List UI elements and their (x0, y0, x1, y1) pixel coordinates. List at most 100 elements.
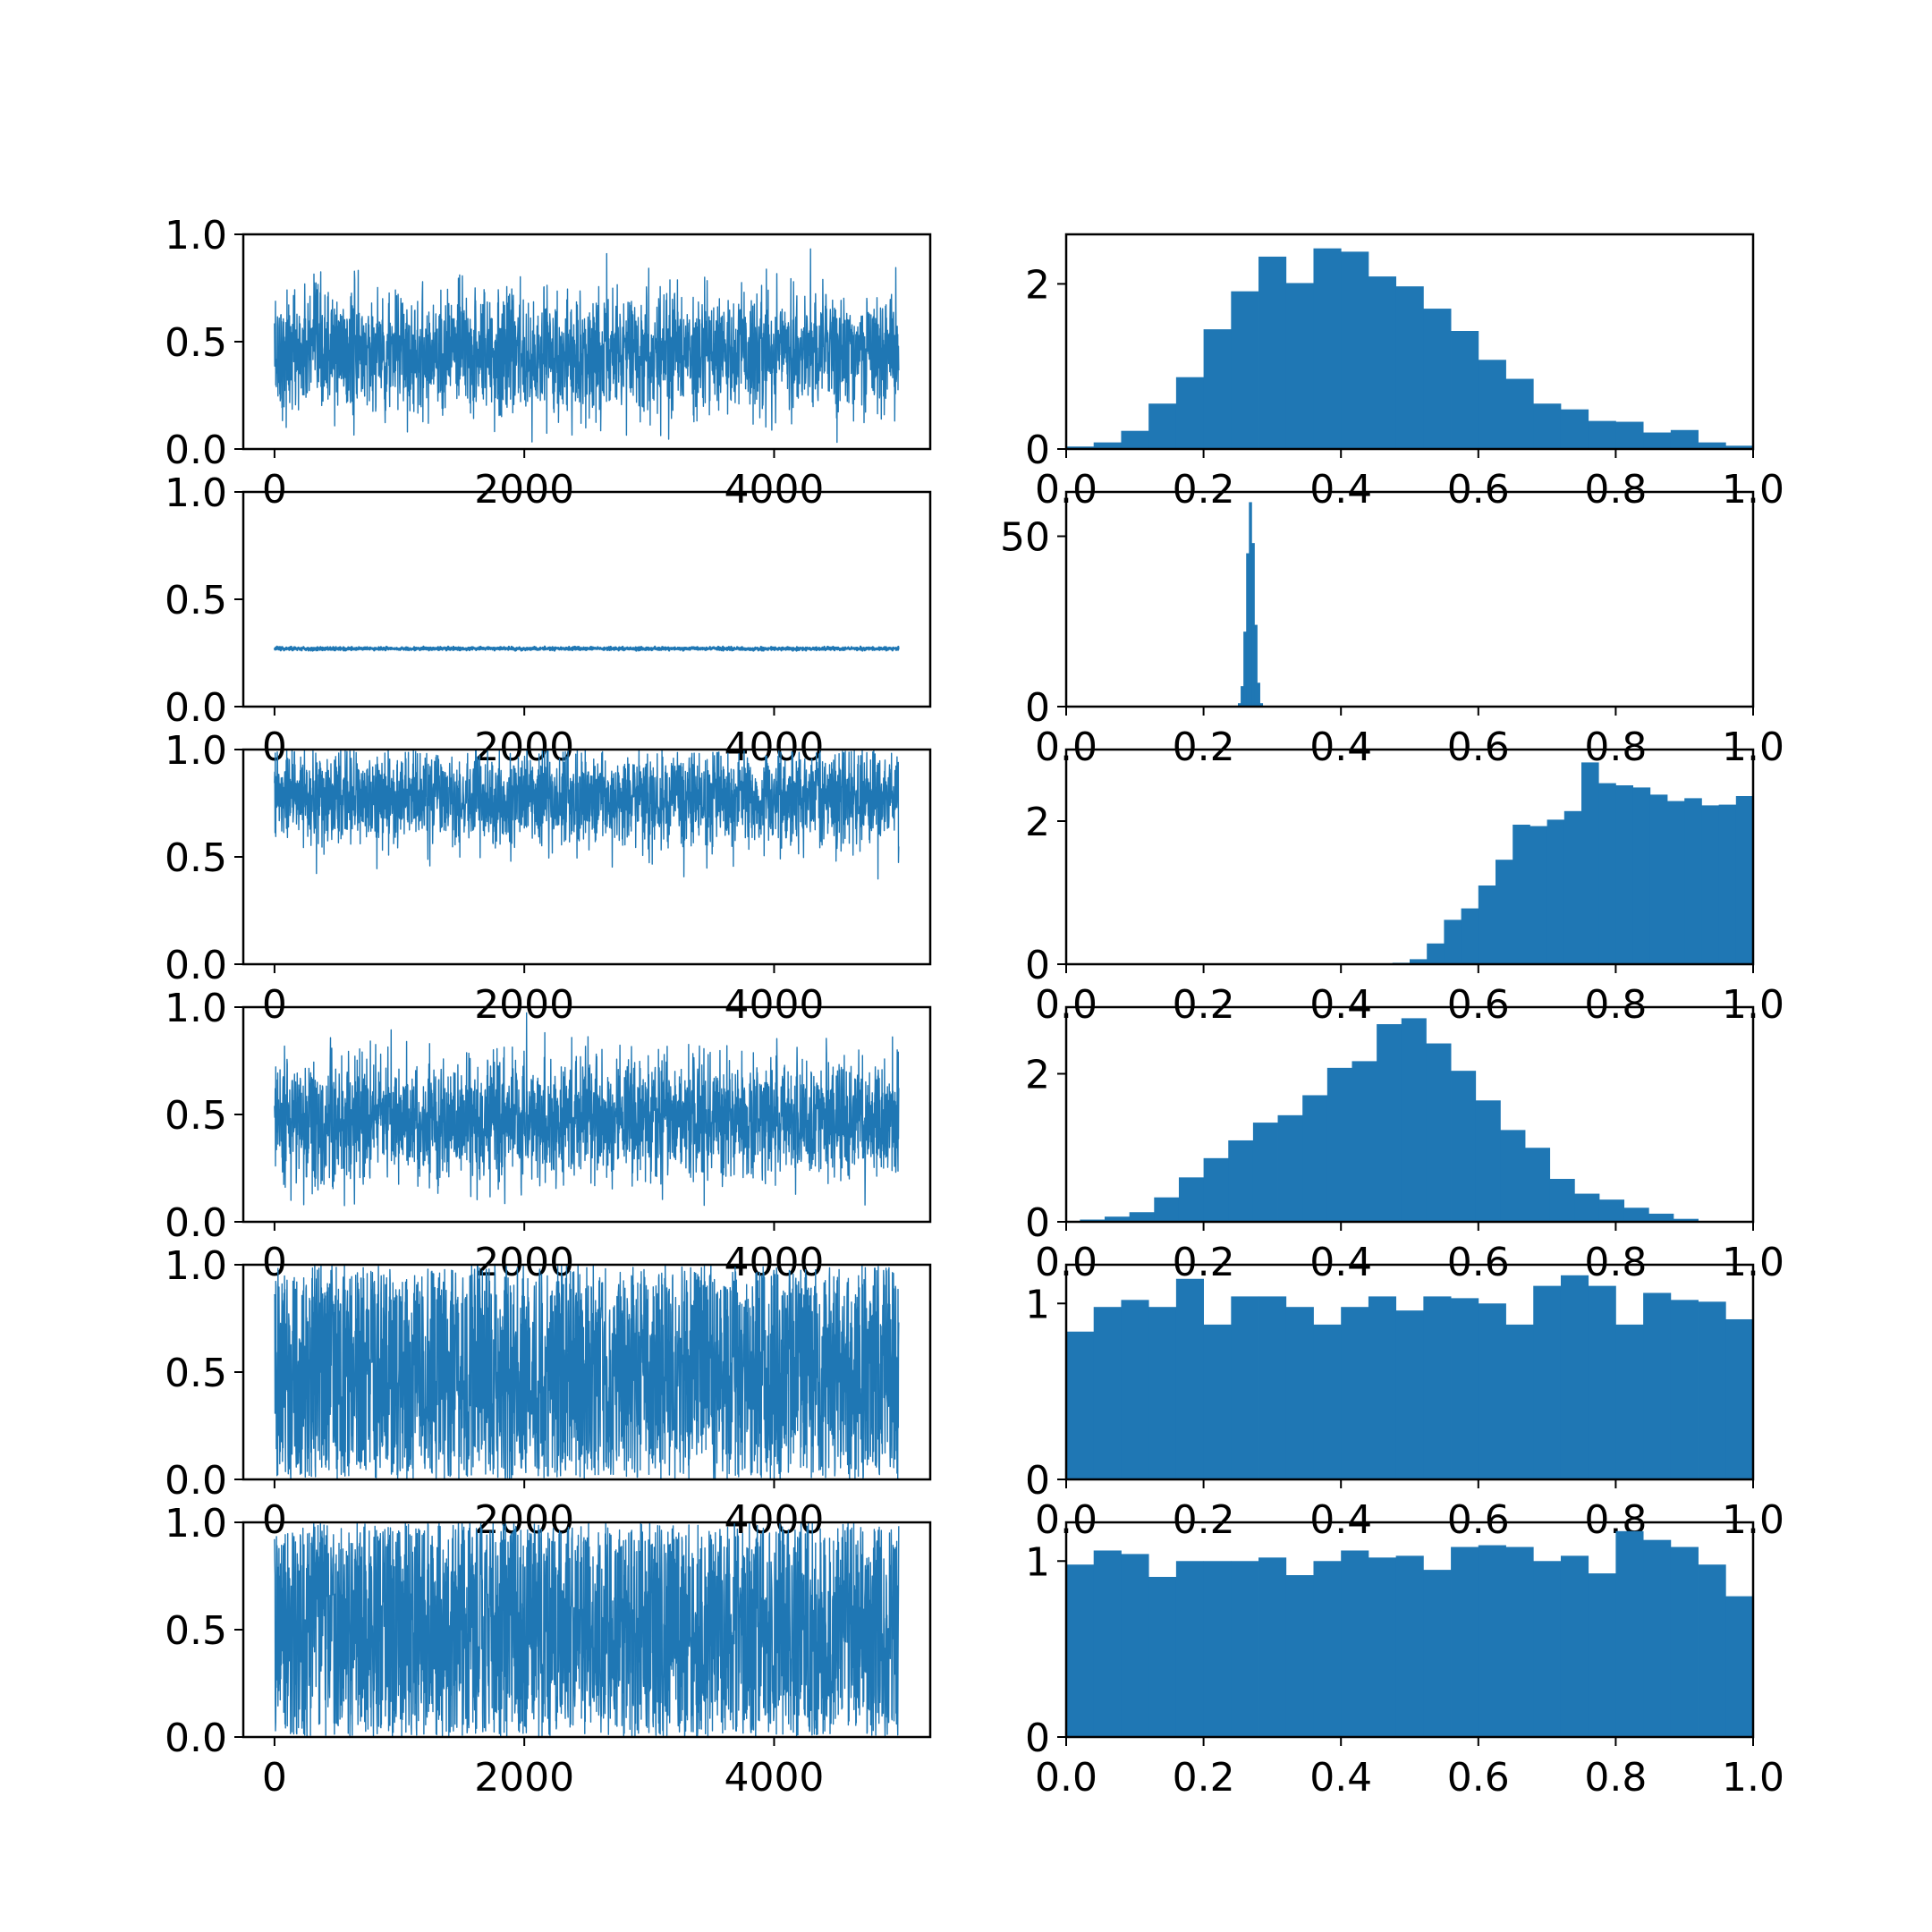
hist-bar (1257, 682, 1260, 707)
hist-bar (1684, 798, 1702, 964)
x-tick-label: 4000 (724, 982, 824, 1028)
y-tick-label: 0.5 (165, 1351, 227, 1396)
hist-bar (1451, 1546, 1479, 1737)
hist-bar (1560, 1555, 1589, 1737)
x-tick-label: 2000 (474, 467, 574, 513)
hist-bar (1525, 1148, 1551, 1222)
hist-bar (1513, 825, 1530, 964)
hist-bar (1258, 256, 1287, 449)
hist-bar (1121, 1554, 1149, 1737)
x-tick-label: 2000 (474, 1755, 574, 1801)
axes-trace-3: 0 2000 4000 0.0 0.5 1.0 (165, 728, 932, 1028)
y-tick-label: 0 (1025, 943, 1050, 988)
y-tick-label: 2 (1025, 1052, 1050, 1097)
y-tick-label: 0.5 (165, 578, 227, 623)
x-tick-label: 0 (262, 1240, 287, 1285)
hist-bar (1121, 430, 1149, 449)
hist-bar (1649, 794, 1668, 964)
hist-bar (1735, 796, 1753, 964)
hist-bar (1368, 276, 1397, 449)
hist-bar (1093, 1550, 1122, 1737)
hist-bar (1352, 1061, 1377, 1222)
hist-bar (1175, 1278, 1204, 1479)
hist-bar (1549, 1179, 1575, 1222)
hist-bar (1426, 1043, 1452, 1222)
hist-bar (1129, 1212, 1155, 1222)
hist-bar (1368, 1296, 1397, 1479)
hist-bar (1588, 420, 1616, 449)
hist-bar (1560, 1275, 1589, 1479)
hist-bar (1066, 1331, 1095, 1479)
hist-bar (1478, 886, 1496, 964)
hist-bar (1285, 283, 1314, 449)
hist-bar (1598, 1199, 1625, 1222)
hist-bar (1203, 1157, 1229, 1222)
hist-bar (1277, 1114, 1303, 1222)
axes-hist-1: 0.0 0.2 0.4 0.6 0.8 1.002 (1025, 233, 1784, 513)
hist-bar (1313, 1324, 1342, 1479)
hist-bar (1725, 1596, 1753, 1737)
y-tick-label: 1 (1025, 1539, 1050, 1585)
hist-bar (1423, 1296, 1452, 1479)
y-tick-label: 0.0 (165, 428, 227, 473)
hist-bar (1546, 819, 1565, 964)
axes-hist-5: 0.0 0.2 0.4 0.6 0.8 1.001 (1025, 1263, 1784, 1543)
x-tick-label: 4000 (724, 724, 824, 770)
x-tick-label: 0.6 (1447, 467, 1510, 513)
hist-bar (1148, 403, 1177, 449)
hist-bar (1725, 445, 1753, 449)
hist-bar (1259, 703, 1264, 707)
hist-bar (1066, 446, 1095, 449)
x-tick-label: 0.4 (1309, 1240, 1372, 1285)
trace-line (274, 1012, 900, 1207)
hist-bar (1533, 1561, 1562, 1737)
axes-trace-1: 0 2000 4000 0.0 0.5 1.0 (165, 213, 932, 513)
x-tick-label: 0.2 (1173, 1497, 1235, 1543)
x-tick-label: 0 (262, 1497, 287, 1543)
y-tick-label: 0.5 (165, 1093, 227, 1139)
y-tick-label: 1.0 (165, 1243, 227, 1289)
hist-bar (1444, 919, 1462, 964)
axes-frame (1064, 1005, 1755, 1224)
hist-bar (1770, 834, 1788, 964)
x-tick-label: 0.4 (1309, 982, 1372, 1028)
x-tick-label: 0.8 (1584, 982, 1647, 1028)
hist-bar (1231, 291, 1259, 449)
axes-frame (1064, 1263, 1755, 1481)
x-tick-label: 0.4 (1309, 1497, 1372, 1543)
hist-bar (1203, 1561, 1232, 1737)
x-tick-label: 0.6 (1447, 982, 1510, 1028)
hist-bar (1175, 1561, 1204, 1737)
hist-bar (1326, 1067, 1352, 1222)
hist-bar (1478, 1303, 1506, 1479)
y-tick-label: 1.0 (165, 1501, 227, 1546)
hist-bar (1066, 1564, 1095, 1737)
hist-bar (1505, 378, 1534, 449)
trace-line (274, 1265, 900, 1479)
y-tick-label: 0.5 (165, 835, 227, 881)
hist-bar (1203, 1324, 1232, 1479)
x-tick-label: 0.6 (1447, 1755, 1510, 1801)
hist-bar (1451, 331, 1479, 449)
hist-bar (1451, 1071, 1477, 1222)
hist-bar (1615, 785, 1633, 964)
hist-bar (1598, 783, 1616, 964)
x-tick-label: 0 (262, 1755, 287, 1801)
x-tick-label: 0.2 (1173, 982, 1235, 1028)
x-tick-label: 0.0 (1035, 1755, 1097, 1801)
y-tick-label: 1 (1025, 1282, 1050, 1327)
x-tick-label: 0.2 (1173, 724, 1235, 770)
hist-bar (1643, 1539, 1672, 1737)
hist-bar (1533, 1285, 1562, 1479)
hist-bar (1623, 1208, 1649, 1222)
hist-bar (1718, 804, 1737, 964)
hist-bar (1643, 1292, 1672, 1479)
trace-line (273, 645, 900, 652)
hist-bar (1252, 1123, 1278, 1222)
hist-bar (1231, 1296, 1259, 1479)
hist-bar (1563, 810, 1582, 964)
hist-bar (1670, 1300, 1699, 1479)
hist-bar (1588, 1285, 1616, 1479)
trace-line (274, 248, 900, 444)
